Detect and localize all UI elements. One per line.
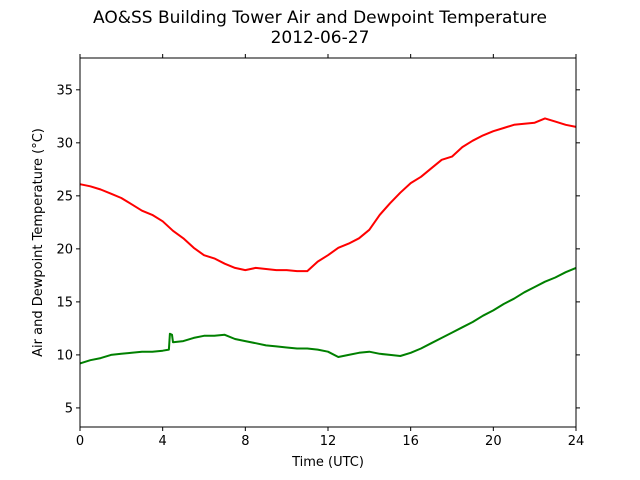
- x-axis-label: Time (UTC): [291, 455, 364, 470]
- y-tick-label-3: 20: [56, 242, 73, 257]
- series-line-0: [79, 117, 577, 273]
- series-layer: [79, 117, 577, 365]
- y-tick-label-6: 35: [56, 83, 73, 98]
- x-axis: 0 4 8 12 16 20 24: [76, 54, 584, 449]
- y-tick-label-5: 30: [56, 136, 73, 151]
- series-line-1: [79, 266, 577, 365]
- x-tick-label-5: 20: [485, 434, 502, 449]
- chart-subtitle: 2012-06-27: [270, 28, 370, 48]
- x-tick-label-1: 4: [159, 434, 167, 449]
- plot-frame: [79, 57, 577, 428]
- y-tick-label-0: 5: [65, 401, 73, 416]
- y-tick-label-1: 10: [56, 348, 73, 363]
- y-tick-label-2: 15: [56, 295, 73, 310]
- x-tick-label-4: 16: [402, 434, 419, 449]
- x-tick-label-3: 12: [320, 434, 337, 449]
- chart-title-block: AO&SS Building Tower Air and Dewpoint Te…: [0, 8, 640, 48]
- y-axis: 5 10 15 20 25 30 35: [56, 83, 580, 416]
- x-tick-label-6: 24: [568, 434, 585, 449]
- y-tick-label-4: 25: [56, 189, 73, 204]
- y-axis-label: Air and Dewpoint Temperature (°C): [31, 128, 46, 357]
- x-tick-label-2: 8: [241, 434, 249, 449]
- x-tick-label-0: 0: [76, 434, 84, 449]
- chart-title: AO&SS Building Tower Air and Dewpoint Te…: [92, 8, 547, 28]
